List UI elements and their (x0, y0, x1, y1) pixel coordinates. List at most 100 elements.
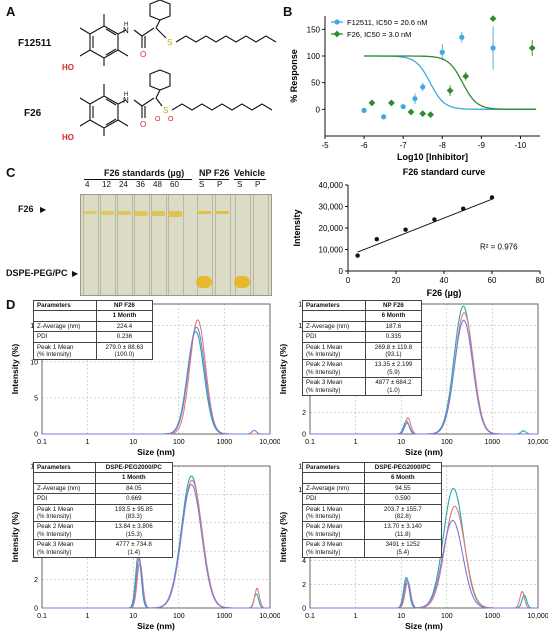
table-cell: PDI (302, 493, 365, 505)
y-tick-label: 30,000 (319, 203, 344, 212)
arrow-right-icon: ▶ (40, 205, 47, 214)
lane-label: S (199, 180, 205, 189)
hydroxyl-group: HO (62, 133, 74, 142)
table-cell: 224.4 (95, 320, 154, 333)
table-cell: Peak 1 Mean (% Intensity) (33, 503, 96, 523)
gel-figure: F26 standards (µg) NP F26 Vehicle 4 12 24 3… (56, 168, 276, 296)
table-row: Peak 1 Mean (% Intensity) 193.5 ± 95.85 (83… (33, 503, 174, 523)
table-cell: 3491 ± 1252 (5.4) (363, 539, 443, 559)
y-axis-label: % Response (289, 49, 299, 103)
x-axis-label: Size (nm) (405, 447, 443, 457)
table-row: PDI 0.236 (33, 331, 154, 343)
x-tick-label: -5 (321, 141, 329, 150)
hydrogen-atom: H (124, 22, 128, 28)
x-tick-label: 10 (129, 613, 137, 620)
table-cell: Z-Average (nm) (302, 320, 366, 333)
table-cell: Z-Average (nm) (33, 320, 97, 333)
table-cell: Peak 1 Mean (% Intensity) (302, 341, 366, 361)
y-tick-label: 10 (30, 359, 38, 366)
gel-lane-labels: 4 12 24 36 48 60 S P S P (56, 180, 276, 192)
table-row: PDI 0.590 (302, 493, 443, 505)
compound-label-f12511: F12511 (18, 38, 52, 49)
panel-label-d: D (6, 297, 16, 312)
np-bracket (199, 179, 229, 180)
x-tick-label: 1 (86, 613, 90, 620)
data-point (432, 217, 437, 222)
dspe-band (234, 276, 250, 288)
x-tick-label: 10 (397, 439, 405, 446)
x-tick-label: 100 (441, 439, 453, 446)
sulfur-atom: S (167, 38, 172, 47)
table-cell: 4877 ± 684.2 (1.0) (364, 377, 423, 397)
data-point (368, 99, 376, 107)
table-cell: Parameters (302, 461, 365, 474)
x-axis-label: Size (nm) (137, 621, 175, 631)
panel-label-b: B (283, 4, 293, 19)
f26-band (117, 211, 131, 215)
x-tick-label: 1 (86, 439, 90, 446)
table-row: Peak 1 Mean (% Intensity) 203.7 ± 155.7 (82… (302, 503, 443, 523)
dls-table-np-6month: Parameters NP F26 6 Month Z-Average (nm) 187… (302, 299, 423, 397)
table-cell: PDI (33, 493, 96, 505)
table-cell: 1 Month (94, 472, 174, 484)
x-axis-label: Size (nm) (405, 621, 443, 631)
y-tick-label: 2 (302, 410, 306, 417)
table-cell: NP F26 (95, 299, 154, 312)
x-tick-label: 1000 (485, 613, 501, 620)
x-tick-label: 100 (173, 439, 185, 446)
f26-band (168, 211, 182, 217)
y-tick-label: 0 (316, 105, 321, 114)
table-cell (302, 472, 365, 484)
x-tick-label: 1000 (217, 439, 233, 446)
table-row: Z-Average (nm) 224.4 (33, 320, 154, 333)
data-point (403, 227, 408, 232)
table-cell: 6 Month (364, 310, 423, 322)
oxygen-atom: O (140, 50, 146, 59)
y-tick-label: 50 (311, 79, 320, 88)
lane-label: 36 (136, 180, 145, 189)
x-tick-label: -9 (478, 141, 486, 150)
y-tick-label: 20,000 (319, 224, 344, 233)
table-cell (33, 472, 96, 484)
table-row: Peak 1 Mean (% Intensity) 279.0 ± 88.63 (10… (33, 341, 154, 361)
x-axis-label: Log10 [Inhibitor] (397, 152, 468, 162)
table-month-row: 6 Month (302, 310, 423, 322)
lane-label: P (255, 180, 261, 189)
x-tick-label: 10 (397, 613, 405, 620)
data-point (419, 110, 427, 117)
table-cell: PDI (302, 331, 366, 343)
data-point (427, 111, 434, 119)
table-cell: 187.6 (364, 320, 423, 333)
table-cell: DSPE-PEG2000/PC (363, 461, 443, 474)
x-tick-label: 1000 (485, 439, 501, 446)
table-row: Peak 2 Mean (% Intensity) 13.84 ± 3.806 (15… (33, 521, 174, 541)
table-cell: NP F26 (364, 299, 423, 312)
f26-band (215, 211, 229, 214)
table-cell: Parameters (33, 299, 97, 312)
data-point (490, 45, 496, 51)
sulfur-atom: S (163, 106, 168, 115)
lane-label: 4 (85, 180, 90, 189)
data-point (528, 44, 536, 52)
table-cell: Peak 3 Mean (% Intensity) (302, 377, 366, 397)
y-axis-label: Intensity (%) (10, 512, 20, 563)
table-cell: 269.8 ± 119.8 (93.1) (364, 341, 423, 361)
table-cell: 84.05 (94, 482, 174, 495)
table-cell: 13.70 ± 3.140 (11.8) (363, 521, 443, 541)
gel-lane (235, 195, 251, 295)
legend-entry: F12511, IC50 = 20.6 nM (347, 18, 428, 27)
size-distribution-curve (42, 326, 270, 435)
dspe-band-label: DSPE-PEG/PC (6, 268, 68, 278)
dls-table-dspe-6month: Parameters DSPE-PEG2000/PC 6 Month Z-Averag… (302, 461, 443, 559)
y-tick-label: 150 (307, 25, 321, 34)
table-header-row: Parameters NP F26 (302, 299, 423, 312)
oxygen-atom: O (168, 116, 174, 123)
table-cell: Z-Average (nm) (33, 482, 96, 495)
data-point (355, 253, 360, 258)
y-tick-label: 10,000 (319, 246, 344, 255)
f26-band (134, 211, 148, 216)
gel-lane (100, 195, 116, 295)
size-distribution-curve (310, 519, 538, 609)
lane-label: P (217, 180, 223, 189)
